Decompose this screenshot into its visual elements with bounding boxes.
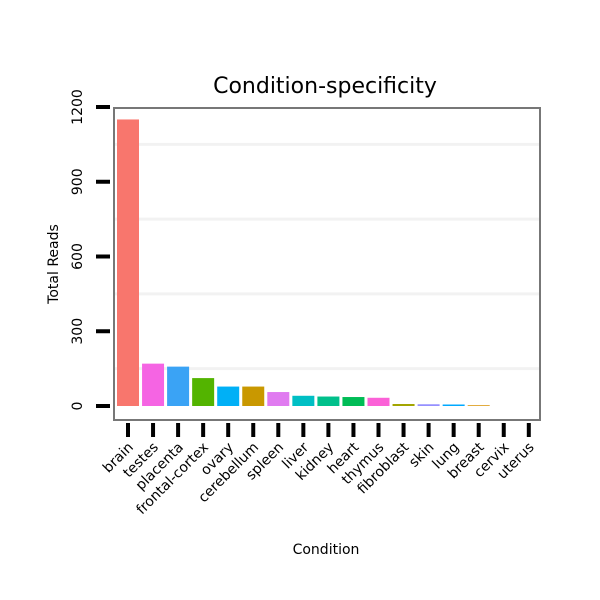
y-tick-label: 300 (70, 318, 86, 345)
x-axis: braintestesplacentafrontal-cortexovaryce… (100, 423, 538, 518)
y-tick-label: 600 (70, 243, 86, 270)
chart-title: Condition-specificity (213, 74, 437, 99)
y-tick-label: 1200 (70, 89, 86, 125)
y-axis-label: Total Reads (46, 224, 62, 305)
bar-skin (417, 404, 440, 406)
bar-ovary (217, 386, 240, 406)
bar-thymus (367, 397, 390, 406)
bars (117, 119, 490, 406)
y-axis: 0 300 600 900 1200 (70, 89, 110, 410)
x-tick-label: skin (406, 440, 437, 471)
y-tick-label: 900 (70, 168, 86, 195)
bar-breast (467, 405, 490, 406)
plot-panel-border (113, 107, 541, 421)
bar-spleen (267, 392, 290, 406)
bar-brain (117, 119, 139, 406)
grid-lines (114, 142, 540, 371)
bar-heart (342, 397, 365, 406)
bar-lung (442, 404, 465, 406)
bar-placenta (167, 366, 190, 406)
bar-cerebellum (242, 386, 265, 406)
x-axis-label: Condition (293, 542, 360, 558)
bar-testes (142, 363, 165, 406)
bar-fibroblast (392, 404, 415, 406)
y-tick-label: 0 (70, 402, 86, 411)
bar-kidney (317, 396, 340, 406)
bar-liver (292, 395, 315, 406)
bar-frontal-cortex (192, 378, 215, 406)
